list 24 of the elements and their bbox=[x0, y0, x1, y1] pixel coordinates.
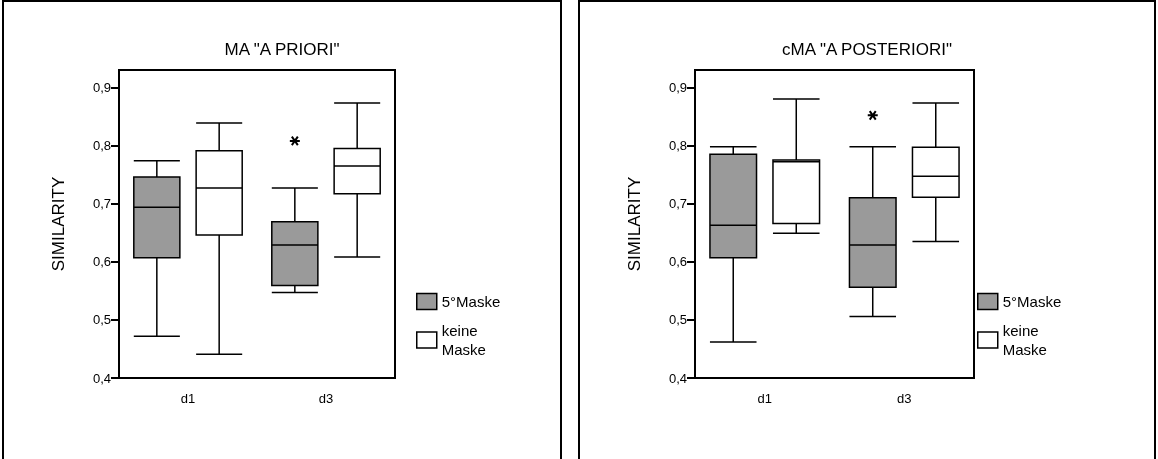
y-tick-label: 0,9 bbox=[668, 79, 687, 95]
y-tick-label: 0,5 bbox=[668, 312, 687, 328]
legend-label: keine Maske bbox=[1002, 322, 1047, 358]
y-tick-label: 0,4 bbox=[668, 370, 687, 386]
y-tick-label: 0,7 bbox=[668, 196, 687, 212]
y-tick-label: 0,5 bbox=[92, 312, 111, 328]
x-tick-label: d3 bbox=[318, 391, 334, 406]
y-tick-label: 0,6 bbox=[92, 254, 111, 270]
chart-title: MA "A PRIORI" bbox=[224, 40, 340, 59]
y-axis-title: SIMILARITY bbox=[625, 176, 644, 272]
y-tick-label: 0,8 bbox=[92, 138, 111, 154]
x-tick-label: d1 bbox=[757, 391, 772, 406]
x-tick-label: d1 bbox=[180, 391, 196, 406]
chart-title: cMA "A POSTERIORI" bbox=[782, 40, 952, 59]
y-tick-label: 0,4 bbox=[92, 370, 111, 386]
legend-label: 5°Maske bbox=[441, 293, 501, 310]
y-tick-label: 0,7 bbox=[92, 196, 111, 212]
x-tick-label: d3 bbox=[897, 391, 912, 406]
y-tick-label: 0,9 bbox=[92, 79, 111, 95]
legend-label: 5°Maske bbox=[1002, 293, 1062, 310]
y-tick-label: 0,8 bbox=[668, 138, 687, 154]
y-axis-title: SIMILARITY bbox=[49, 176, 68, 272]
legend-label: keine Maske bbox=[441, 322, 486, 358]
y-tick-label: 0,6 bbox=[668, 254, 687, 270]
